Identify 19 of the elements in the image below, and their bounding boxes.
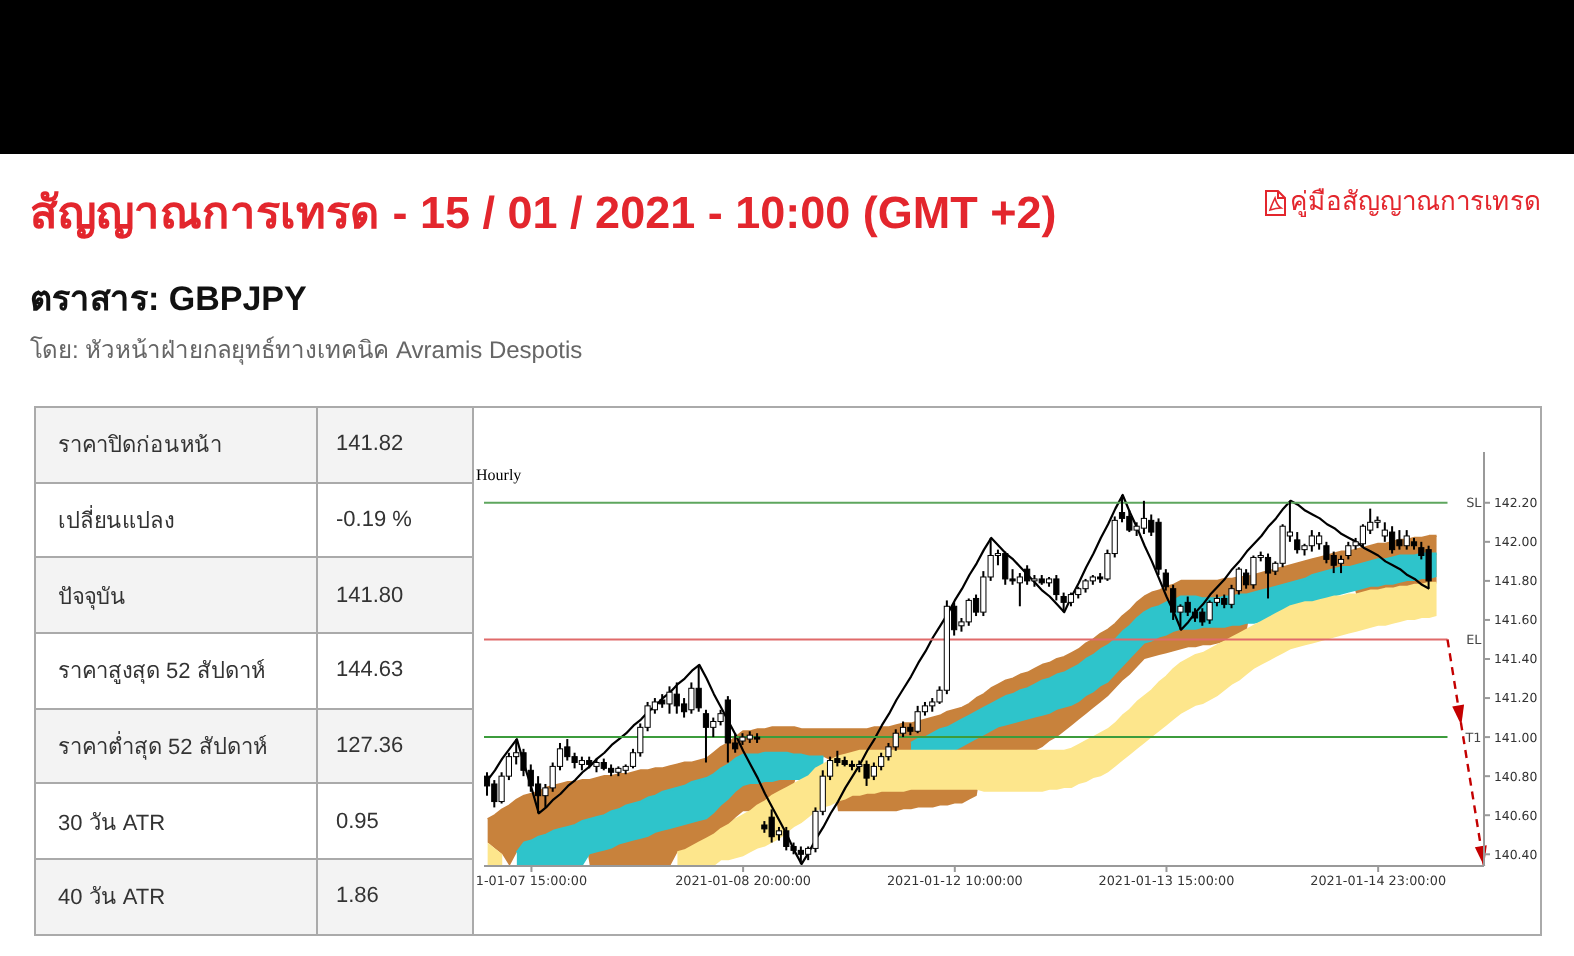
- text: 144.63: [336, 658, 404, 683]
- text: -0.19 %: [336, 508, 412, 533]
- text: คู่มือสัญญาณการเทรด: [1290, 186, 1540, 218]
- category-label: ราคาต่ำสุด 52 สัปดาห์: [58, 736, 267, 761]
- text: Hourly: [476, 466, 522, 484]
- text: โดย: หัวหน้าฝ่ายกลยุทธ์ทางเทคนิค Avramis Despotis: [30, 336, 583, 364]
- text: 127.36: [336, 734, 404, 759]
- category-label: ราคาสูงสุด 52 สัปดาห์: [58, 660, 265, 685]
- text: 141.80: [336, 583, 404, 608]
- text: ตราสาร: GBPJPY: [30, 280, 307, 318]
- category-label: 30 วัน ATR: [58, 811, 166, 836]
- text: 0.95: [336, 809, 379, 834]
- category-label: ราคาปิดก่อนหน้า: [58, 434, 222, 459]
- text: สัญญาณการเทรด - 15 / 01 / 2021 - 10:00 (GMT +2): [30, 188, 1057, 238]
- text: 1.86: [336, 884, 379, 909]
- category-label: 40 วัน ATR: [58, 886, 166, 911]
- category-label: เปลี่ยนแปลง: [58, 510, 174, 535]
- category-label: ปัจจุบัน: [58, 585, 126, 610]
- text: 141.82: [336, 432, 404, 457]
